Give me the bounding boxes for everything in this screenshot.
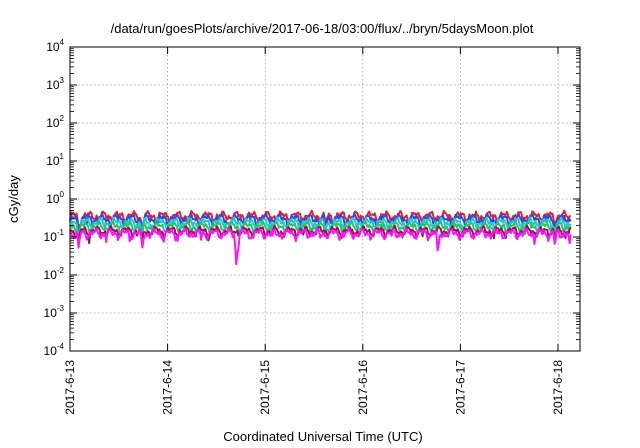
- x-tick-label: 2017-6-13: [63, 360, 77, 415]
- y-tick-label: 101: [46, 152, 64, 168]
- y-tick-labels: 10-4 10-3 10-2 10-1 100 101 102 103 104: [44, 38, 65, 358]
- grid: [70, 47, 580, 351]
- y-tick-label: 10-4: [44, 342, 65, 358]
- x-tick-label: 2017-6-18: [551, 360, 565, 415]
- series-lines: [69, 209, 572, 265]
- chart-title: /data/run/goesPlots/archive/2017-06-18/0…: [111, 21, 534, 36]
- series-line: [69, 227, 572, 265]
- y-tick-label: 102: [46, 114, 64, 130]
- axis-ticks: [69, 46, 580, 352]
- x-tick-label: 2017-6-15: [258, 360, 272, 415]
- y-tick-label: 10-3: [44, 304, 65, 320]
- y-tick-label: 104: [46, 38, 64, 54]
- y-tick-label: 10-1: [44, 228, 65, 244]
- y-tick-label: 10-2: [44, 266, 65, 282]
- x-tick-label: 2017-6-17: [453, 360, 467, 415]
- y-axis-label: cGy/day: [6, 175, 21, 223]
- x-tick-label: 2017-6-16: [356, 360, 370, 415]
- x-axis-label: Coordinated Universal Time (UTC): [223, 429, 422, 444]
- x-tick-labels: 2017-6-13 2017-6-14 2017-6-15 2017-6-16 2017…: [63, 360, 565, 415]
- x-tick-label: 2017-6-14: [161, 360, 175, 415]
- y-tick-label: 103: [46, 76, 64, 92]
- y-tick-label: 100: [46, 190, 64, 206]
